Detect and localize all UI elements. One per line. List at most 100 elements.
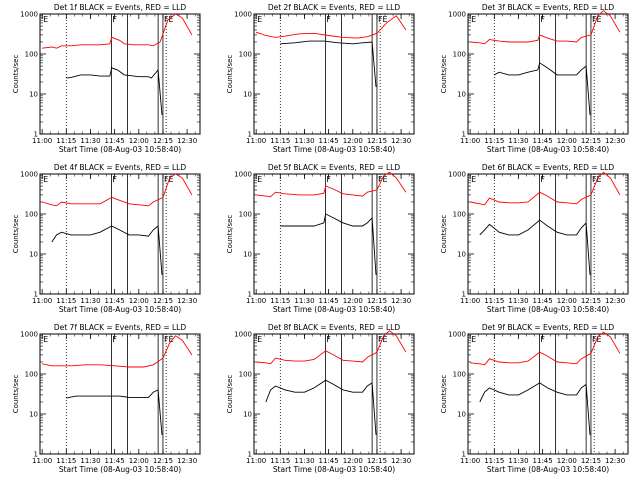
interval-label: F xyxy=(112,175,117,184)
interval-label: F xyxy=(540,335,545,344)
x-axis-label: Start Time (08-Aug-03 10:58:40) xyxy=(59,305,181,314)
y-tick-label: 1 xyxy=(34,451,38,459)
panel-title: Det 5f BLACK = Events, RED = LLD xyxy=(268,163,401,172)
x-tick-label: 12:15 xyxy=(581,297,601,305)
y-tick-label: 1 xyxy=(462,451,466,459)
x-axis-label: Start Time (08-Aug-03 10:58:40) xyxy=(273,305,395,314)
y-tick-label: 100 xyxy=(453,211,466,219)
x-axis-label: Start Time (08-Aug-03 10:58:40) xyxy=(487,465,609,474)
y-tick-label: 1000 xyxy=(234,171,252,179)
x-tick-label: 11:00 xyxy=(32,137,52,145)
interval-label: F xyxy=(326,335,331,344)
x-tick-label: 12:30 xyxy=(391,137,411,145)
lld-series-line xyxy=(470,331,621,366)
x-tick-label: 11:45 xyxy=(319,137,339,145)
interval-label: FE xyxy=(378,175,388,184)
panel-det-9: Det 9f BLACK = Events, RED = LLD 1 10 100 10… xyxy=(440,323,629,474)
x-axis-label: Start Time (08-Aug-03 10:58:40) xyxy=(487,305,609,314)
x-tick-label: 11:30 xyxy=(294,297,314,305)
y-tick-label: 100 xyxy=(239,211,252,219)
x-tick-label: 11:45 xyxy=(105,457,125,465)
panel-det-7: Det 7f BLACK = Events, RED = LLD 1 10 100 10… xyxy=(12,323,201,474)
y-tick-label: 1 xyxy=(34,291,38,299)
x-tick-label: 11:45 xyxy=(533,297,553,305)
interval-label: F xyxy=(326,175,331,184)
x-tick-label: 12:00 xyxy=(129,137,149,145)
events-series-line xyxy=(51,225,163,275)
interval-label: E xyxy=(471,175,476,184)
x-tick-label: 11:45 xyxy=(319,457,339,465)
y-tick-label: 1 xyxy=(248,131,252,139)
events-series-line xyxy=(479,219,591,275)
y-tick-label: 10 xyxy=(29,411,38,419)
lld-series-line xyxy=(256,330,407,365)
x-tick-label: 12:00 xyxy=(557,457,577,465)
lld-series-line xyxy=(42,335,193,368)
x-tick-label: 11:15 xyxy=(484,457,504,465)
interval-label: E xyxy=(471,335,476,344)
x-tick-label: 11:30 xyxy=(508,297,528,305)
y-tick-label: 1 xyxy=(248,451,252,459)
y-tick-label: 1000 xyxy=(20,11,38,19)
y-axis-label: Counts/sec xyxy=(12,55,20,94)
x-tick-label: 12:00 xyxy=(129,297,149,305)
panel-title: Det 2f BLACK = Events, RED = LLD xyxy=(268,3,401,12)
x-axis-label: Start Time (08-Aug-03 10:58:40) xyxy=(273,145,395,154)
x-tick-label: 12:15 xyxy=(367,297,387,305)
x-tick-label: 12:30 xyxy=(605,137,625,145)
y-tick-label: 1 xyxy=(248,291,252,299)
lld-series-line xyxy=(255,15,407,39)
interval-label: E xyxy=(257,175,262,184)
y-axis-label: Counts/sec xyxy=(440,215,448,254)
y-axis-label: Counts/sec xyxy=(226,55,234,94)
interval-label: E xyxy=(257,15,262,24)
interval-label: E xyxy=(43,15,48,24)
y-tick-label: 10 xyxy=(243,91,252,99)
x-tick-label: 11:15 xyxy=(484,297,504,305)
y-tick-label: 1000 xyxy=(20,171,38,179)
panel-title: Det 3f BLACK = Events, RED = LLD xyxy=(482,3,615,12)
panel-title: Det 8f BLACK = Events, RED = LLD xyxy=(268,323,401,332)
y-axis-label: Counts/sec xyxy=(12,375,20,414)
panel-title: Det 7f BLACK = Events, RED = LLD xyxy=(54,323,187,332)
plot-frame xyxy=(467,173,629,295)
x-tick-label: 12:30 xyxy=(177,457,197,465)
x-tick-label: 12:30 xyxy=(391,457,411,465)
x-axis-label: Start Time (08-Aug-03 10:58:40) xyxy=(59,145,181,154)
x-tick-label: 12:00 xyxy=(343,137,363,145)
x-tick-label: 11:00 xyxy=(460,297,480,305)
events-series-line xyxy=(66,67,163,115)
panel-det-5: Det 5f BLACK = Events, RED = LLD 1 10 100 10… xyxy=(226,163,415,314)
x-tick-label: 11:30 xyxy=(508,137,528,145)
x-tick-label: 11:30 xyxy=(294,137,314,145)
panel-det-3: Det 3f BLACK = Events, RED = LLD 1 10 100 10… xyxy=(440,3,629,154)
y-tick-label: 100 xyxy=(25,51,38,59)
x-tick-label: 12:15 xyxy=(153,137,173,145)
interval-label: F xyxy=(540,15,545,24)
x-tick-label: 12:00 xyxy=(557,137,577,145)
events-series-line xyxy=(280,213,377,275)
x-tick-label: 11:15 xyxy=(56,457,76,465)
y-axis-label: Counts/sec xyxy=(226,215,234,254)
interval-label: FE xyxy=(164,335,174,344)
panel-det-8: Det 8f BLACK = Events, RED = LLD 1 10 100 10… xyxy=(226,323,415,474)
x-tick-label: 11:30 xyxy=(80,457,100,465)
lld-series-line xyxy=(256,171,407,198)
x-tick-label: 11:15 xyxy=(270,137,290,145)
interval-label: E xyxy=(43,175,48,184)
x-tick-label: 12:15 xyxy=(581,137,601,145)
y-tick-label: 10 xyxy=(457,91,466,99)
interval-label: F xyxy=(326,15,331,24)
interval-label: FE xyxy=(378,15,388,24)
y-tick-label: 1000 xyxy=(20,331,38,339)
lld-series-line xyxy=(470,171,621,206)
plot-frame xyxy=(39,333,201,455)
plot-frame xyxy=(253,333,415,455)
x-tick-label: 12:00 xyxy=(343,297,363,305)
lld-series-line xyxy=(42,13,193,49)
events-series-line xyxy=(280,40,377,88)
y-tick-label: 100 xyxy=(453,51,466,59)
plot-frame xyxy=(253,173,415,295)
x-axis-label: Start Time (08-Aug-03 10:58:40) xyxy=(487,145,609,154)
